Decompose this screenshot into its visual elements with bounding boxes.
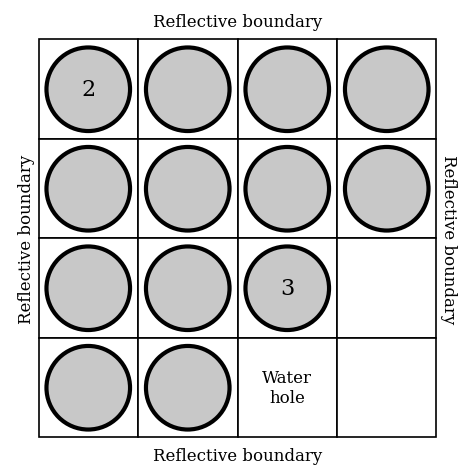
Circle shape	[345, 148, 428, 231]
Bar	[38, 338, 138, 437]
Circle shape	[47, 346, 130, 430]
Text: Reflective boundary: Reflective boundary	[153, 447, 322, 465]
Circle shape	[246, 49, 329, 132]
Text: Water
hole: Water hole	[262, 370, 312, 406]
Circle shape	[47, 247, 130, 330]
Bar	[337, 40, 437, 139]
Bar	[337, 338, 437, 437]
Bar	[138, 139, 238, 239]
Circle shape	[47, 148, 130, 231]
Bar	[38, 40, 138, 139]
Circle shape	[146, 49, 229, 132]
Text: Reflective boundary: Reflective boundary	[18, 155, 35, 323]
Bar	[138, 338, 238, 437]
Circle shape	[246, 148, 329, 231]
Text: 2: 2	[81, 79, 95, 101]
Circle shape	[246, 247, 329, 330]
Bar	[138, 239, 238, 338]
Circle shape	[47, 49, 130, 132]
Bar	[238, 338, 337, 437]
Circle shape	[146, 346, 229, 430]
Text: Reflective boundary: Reflective boundary	[153, 13, 322, 30]
Bar	[238, 40, 337, 139]
Text: Reflective boundary: Reflective boundary	[440, 155, 457, 323]
Bar	[238, 239, 337, 338]
Bar	[138, 40, 238, 139]
Circle shape	[146, 247, 229, 330]
Circle shape	[146, 148, 229, 231]
Bar	[337, 239, 437, 338]
Circle shape	[345, 49, 428, 132]
Bar	[38, 139, 138, 239]
Bar	[238, 139, 337, 239]
Bar	[38, 239, 138, 338]
Text: 3: 3	[280, 278, 294, 299]
Bar	[337, 139, 437, 239]
